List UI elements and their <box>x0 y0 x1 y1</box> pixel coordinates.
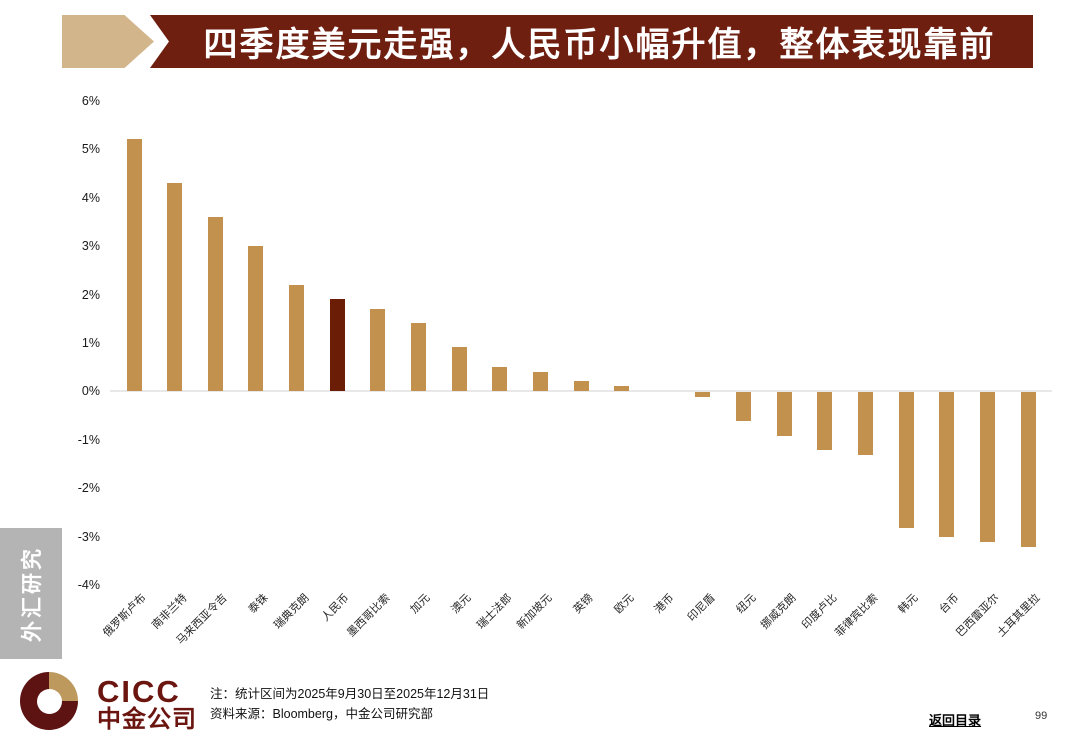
cicc-wordmark-en: CICC <box>97 674 181 709</box>
footnote-period: 注：统计区间为2025年9月30日至2025年12月31日 <box>210 687 490 701</box>
chart-bar <box>776 392 792 436</box>
x-axis-category-label: 巴西雷亚尔 <box>954 592 1002 640</box>
x-axis-category-label: 土耳其里拉 <box>995 592 1043 640</box>
x-axis-category-label: 泰铢 <box>246 592 271 617</box>
chart-bar <box>695 392 711 397</box>
cicc-wordmark: CICC 中金公司 <box>97 674 197 733</box>
chart-bar <box>167 182 183 391</box>
x-axis-category-label: 菲律宾比索 <box>832 592 881 640</box>
x-axis-category-label: 印度卢比 <box>799 592 840 632</box>
footnotes: 注：统计区间为2025年9月30日至2025年12月31日 资料来源：Bloom… <box>210 684 489 724</box>
x-axis-category-label: 英镑 <box>571 592 596 617</box>
x-axis-category-label: 台币 <box>937 592 962 617</box>
y-axis-tick-label: 2% <box>81 287 100 302</box>
x-axis-category-label: 印尼盾 <box>685 592 718 624</box>
x-axis-category-label: 韩元 <box>896 592 921 617</box>
chart-bar <box>817 392 833 451</box>
x-axis-category-label: 新加坡元 <box>515 592 555 632</box>
chart-bar <box>1020 392 1036 547</box>
chart-bar <box>329 299 345 391</box>
x-axis-category-label: 挪威克朗 <box>759 592 799 632</box>
y-axis-tick-label: 3% <box>81 239 100 254</box>
chart-bar <box>126 139 142 391</box>
x-axis-category-label: 瑞典克朗 <box>271 592 312 632</box>
chart-bar <box>248 245 264 391</box>
cicc-logo <box>20 672 78 730</box>
chart-bar <box>410 323 426 391</box>
title-banner: 四季度美元走强，人民币小幅升值，整体表现靠前 <box>150 15 1033 68</box>
page-title: 四季度美元走强，人民币小幅升值，整体表现靠前 <box>203 26 996 64</box>
sidebar-tab-fx-research: 外汇研究 <box>0 528 62 659</box>
x-axis-category-label: 纽元 <box>734 592 759 617</box>
footnote-source: 资料来源：Bloomberg，中金公司研究部 <box>210 707 433 721</box>
y-axis-tick-label: -2% <box>77 481 100 496</box>
chart-bar <box>451 347 467 391</box>
back-to-contents-link[interactable]: 返回目录 <box>929 713 982 728</box>
chart-bar <box>979 392 995 543</box>
x-axis-zero-line <box>110 390 1052 392</box>
cicc-logo-hole <box>37 689 62 714</box>
chart-bar <box>492 366 508 391</box>
x-axis-category-label: 加元 <box>408 592 433 617</box>
x-axis-category-label: 港币 <box>652 592 677 617</box>
y-axis-tick-label: 5% <box>81 142 100 157</box>
x-axis-category-label: 人民币 <box>319 592 352 624</box>
chart-bar <box>573 381 589 391</box>
x-axis-category-label: 瑞士法郎 <box>474 592 515 632</box>
chart-bar <box>939 392 955 538</box>
x-axis-category-label: 俄罗斯卢布 <box>101 592 149 640</box>
y-axis-tick-label: 0% <box>81 384 100 399</box>
chart-bar <box>207 216 223 391</box>
chart-bar <box>898 392 914 528</box>
y-axis-tick-label: -1% <box>77 432 100 447</box>
y-axis-tick-label: -4% <box>77 578 100 592</box>
x-axis-category-label: 欧元 <box>612 592 637 617</box>
y-axis-tick-label: 4% <box>81 190 100 205</box>
y-axis-tick-label: -3% <box>77 529 100 544</box>
y-axis-tick-label: 1% <box>81 336 100 350</box>
chart-bar <box>289 284 305 391</box>
cicc-wordmark-cn: 中金公司 <box>97 706 197 733</box>
chart-bar <box>614 386 630 391</box>
y-axis-tick-label: 6% <box>81 94 100 108</box>
chart-bar <box>858 392 874 455</box>
sidebar-tab-label: 外汇研究 <box>21 545 44 642</box>
x-axis-category-label: 墨西哥比索 <box>344 592 393 640</box>
chart-bar <box>370 308 386 391</box>
chart-bar <box>532 371 548 391</box>
page-number: 99 <box>1035 710 1048 722</box>
x-axis-category-label: 澳元 <box>449 592 474 617</box>
x-axis-category-label: 南非兰特 <box>149 592 190 632</box>
chart-bar <box>736 392 752 422</box>
